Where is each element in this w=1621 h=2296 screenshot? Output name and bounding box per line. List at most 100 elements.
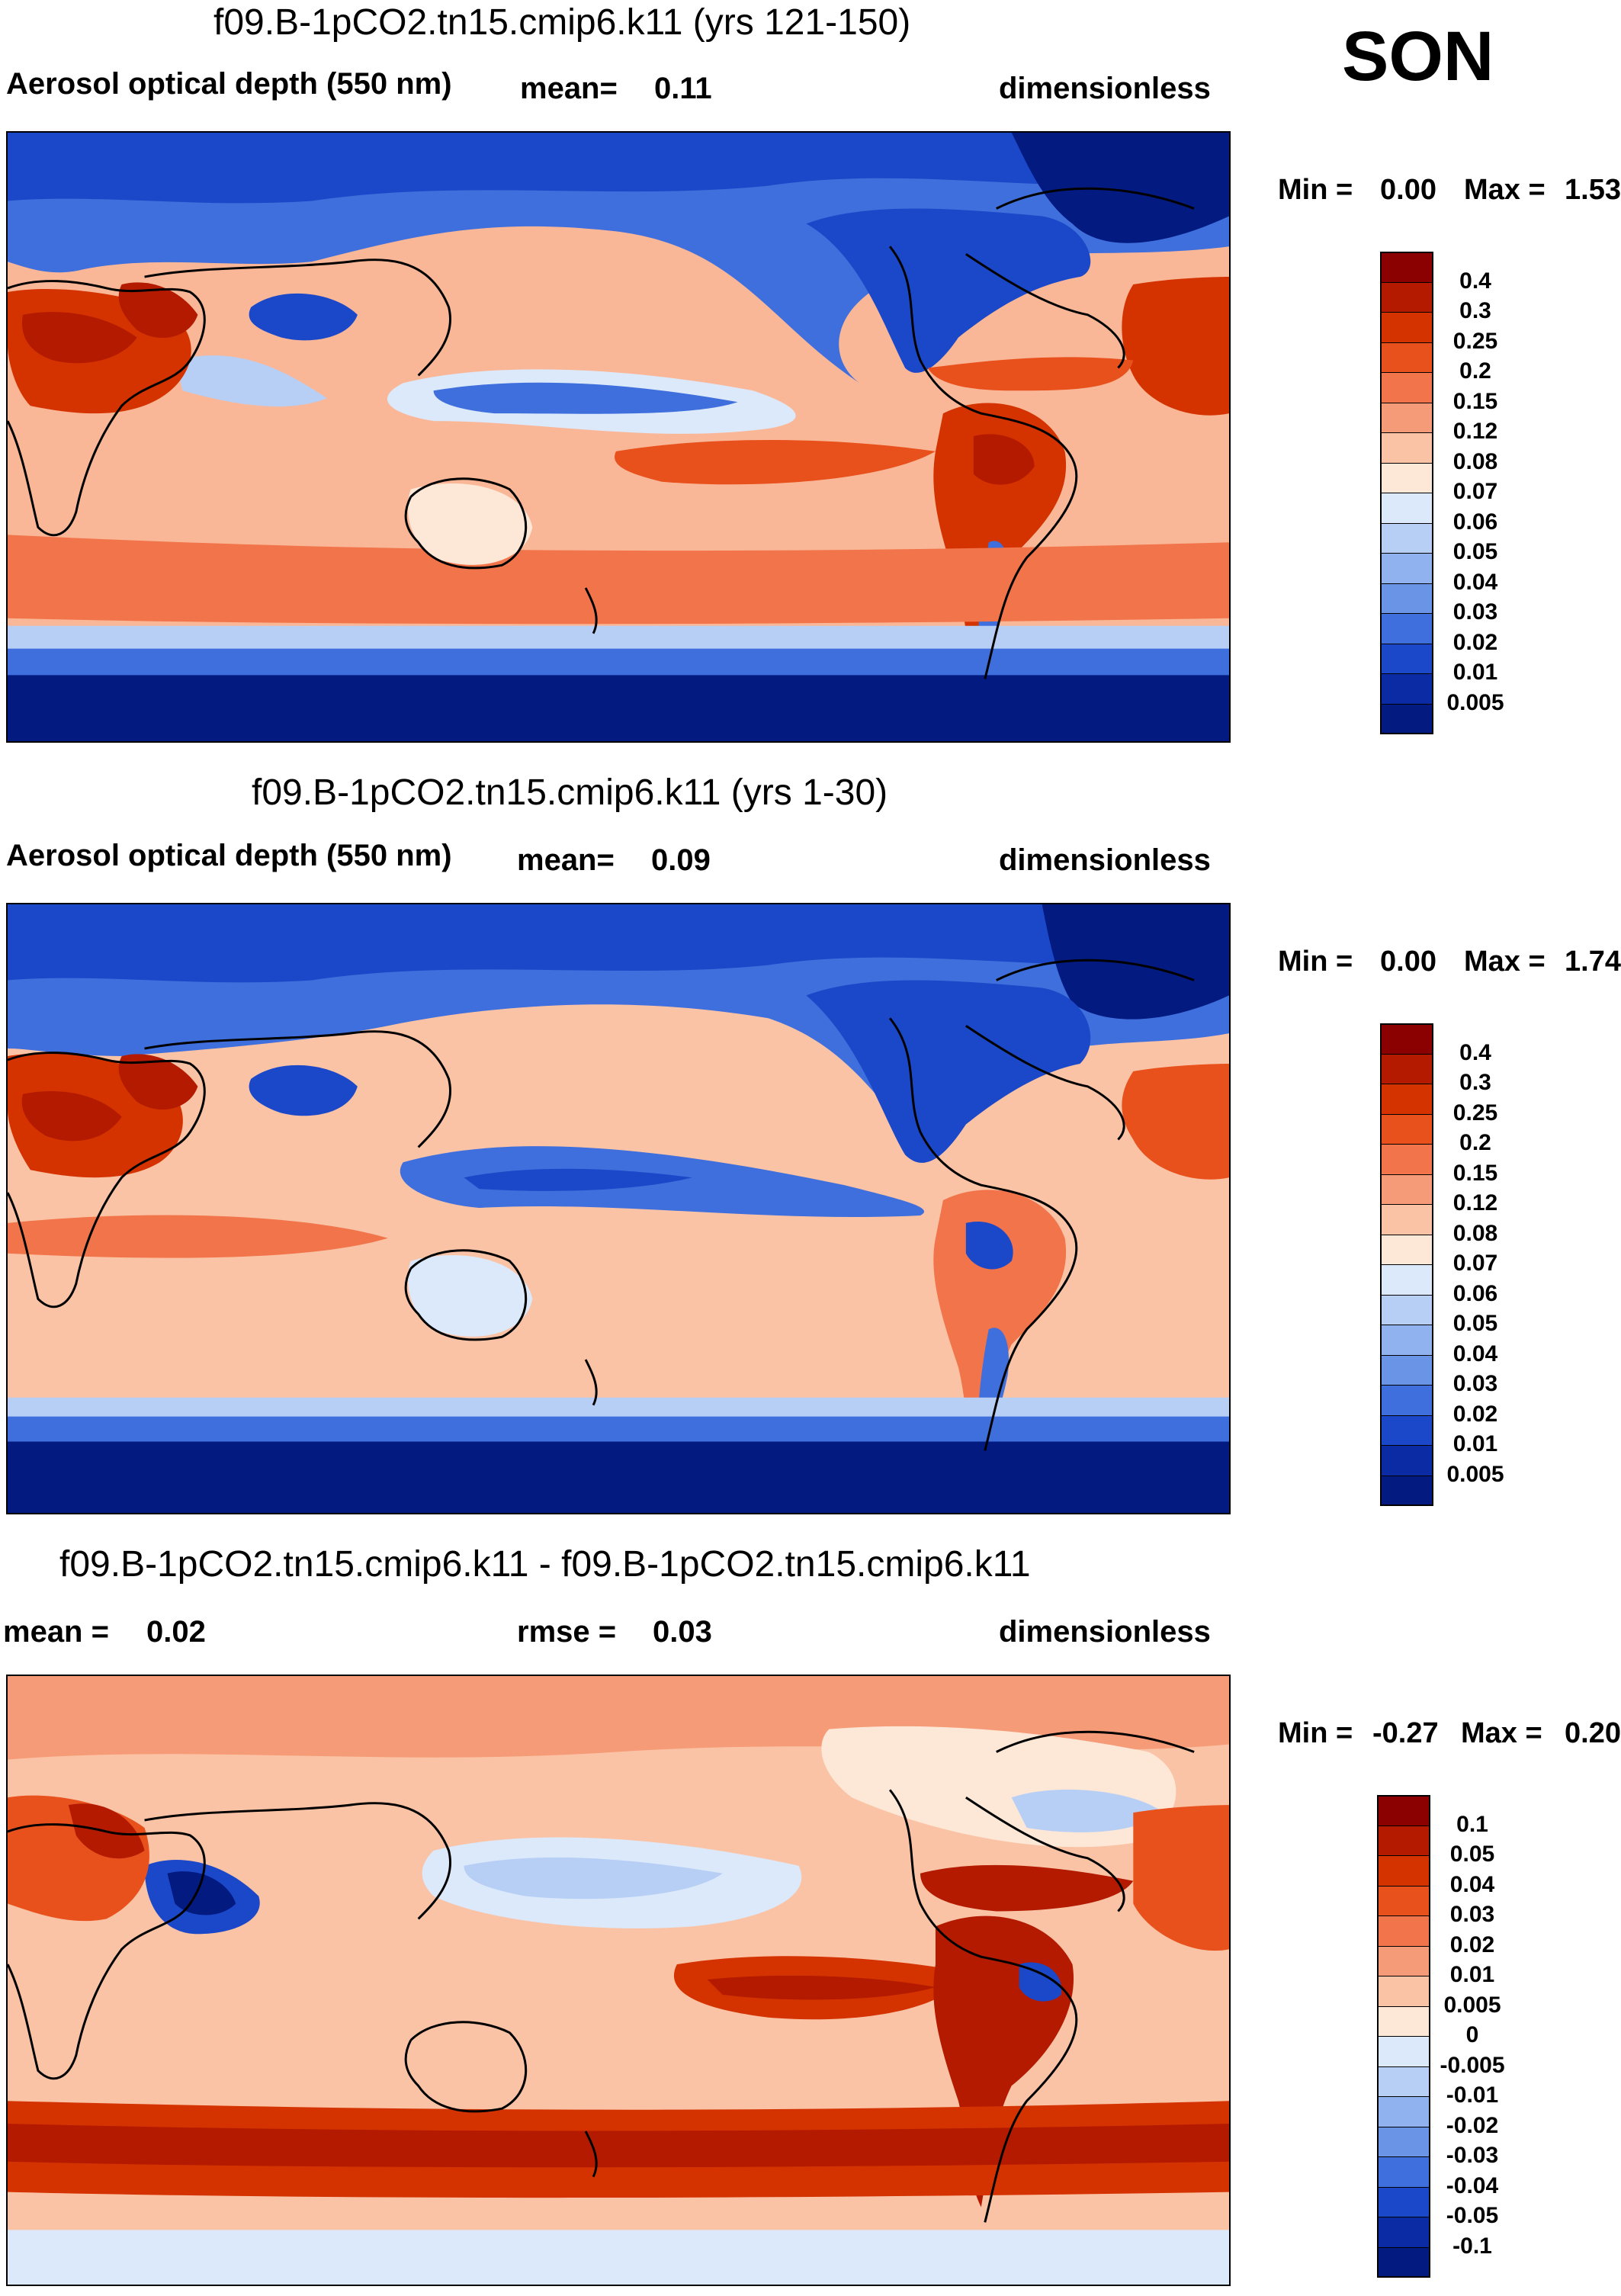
colorbar-tick-label: 0 — [1465, 2022, 1479, 2047]
colorbar-tick-label: 0.02 — [1449, 1932, 1495, 1957]
panel2-map — [6, 903, 1231, 1514]
colorbar-swatch — [1380, 1084, 1433, 1115]
panel2-map-svg — [8, 904, 1229, 1513]
colorbar-swatch — [1377, 2246, 1430, 2278]
colorbar-tick-label: 0.25 — [1452, 1100, 1498, 1126]
colorbar-swatch — [1380, 402, 1433, 433]
panel3-units: dimensionless — [999, 1615, 1211, 1649]
panel1-min-value: 0.00 — [1380, 174, 1436, 206]
panel3-map — [6, 1675, 1231, 2286]
panel3-max-label: Max = — [1461, 1717, 1542, 1749]
colorbar-tick-label: 0.07 — [1452, 479, 1498, 504]
colorbar-tick-label: 0.08 — [1452, 1220, 1498, 1246]
colorbar-swatch — [1380, 673, 1433, 705]
colorbar-swatch — [1377, 1795, 1430, 1826]
colorbar-swatch — [1380, 1234, 1433, 1265]
colorbar-tick-label: 0.02 — [1452, 629, 1498, 655]
colorbar-tick-label: 0.2 — [1459, 358, 1491, 384]
colorbar-tick-label: 0.05 — [1452, 1311, 1498, 1336]
colorbar-swatch — [1377, 2005, 1430, 2037]
colorbar-swatch — [1377, 1945, 1430, 1976]
panel2-units: dimensionless — [999, 843, 1211, 877]
colorbar-tick-label: 0.03 — [1449, 1902, 1495, 1927]
colorbar-tick-label: 0.12 — [1452, 419, 1498, 444]
panel1-mean-label: mean= — [520, 72, 618, 105]
colorbar-tick-label: 0.15 — [1452, 388, 1498, 414]
colorbar-swatch — [1380, 252, 1433, 283]
colorbar-tick-label: -0.05 — [1446, 2203, 1499, 2228]
colorbar-tick-label: -0.04 — [1446, 2172, 1499, 2198]
colorbar-swatch — [1377, 2217, 1430, 2248]
colorbar-swatch — [1380, 281, 1433, 313]
colorbar-tick-label: 0.06 — [1452, 1280, 1498, 1306]
colorbar-tick-label: 0.005 — [1446, 689, 1504, 715]
panel1-map-svg — [8, 133, 1229, 741]
colorbar-swatch — [1380, 1475, 1433, 1506]
colorbar-tick-label: 0.05 — [1452, 539, 1498, 564]
colorbar-swatch — [1380, 1354, 1433, 1386]
colorbar-swatch — [1380, 1385, 1433, 1416]
panel1-variable-label: Aerosol optical depth (550 nm) — [6, 67, 452, 101]
colorbar-swatch — [1380, 613, 1433, 644]
colorbar-tick-label: 0.07 — [1452, 1251, 1498, 1276]
colorbar-tick-label: 0.03 — [1452, 599, 1498, 625]
colorbar-swatch — [1377, 1885, 1430, 1916]
colorbar-swatch — [1380, 522, 1433, 554]
colorbar-swatch — [1380, 1264, 1433, 1296]
colorbar-tick-label: -0.02 — [1446, 2112, 1499, 2138]
colorbar-tick-label: -0.03 — [1446, 2143, 1499, 2168]
colorbar-tick-label: 0.08 — [1452, 448, 1498, 474]
panel1-max-value: 1.53 — [1565, 174, 1621, 206]
colorbar-swatch — [1377, 2126, 1430, 2157]
colorbar-tick-label: 0.005 — [1446, 1461, 1504, 1487]
panel2-max-value: 1.74 — [1565, 946, 1621, 978]
colorbar-swatch — [1380, 342, 1433, 373]
colorbar-swatch — [1380, 553, 1433, 584]
panel3-min-label: Min = — [1278, 1717, 1353, 1749]
colorbar-swatch — [1377, 1976, 1430, 2007]
colorbar-tick-label: 0.04 — [1449, 1871, 1495, 1897]
colorbar-swatch — [1380, 312, 1433, 343]
panel3-title: f09.B-1pCO2.tn15.cmip6.k11 - f09.B-1pCO2… — [59, 1544, 1031, 1585]
colorbar-swatch — [1380, 1204, 1433, 1235]
colorbar-swatch — [1377, 2186, 1430, 2217]
colorbar-swatch — [1377, 2156, 1430, 2188]
colorbar-swatch — [1377, 2096, 1430, 2127]
colorbar-swatch — [1377, 1825, 1430, 1856]
panel1-map — [6, 131, 1231, 743]
colorbar-tick-label: 0.005 — [1443, 1992, 1501, 2018]
colorbar-swatch — [1380, 1294, 1433, 1325]
colorbar-tick-label: 0.03 — [1452, 1371, 1498, 1396]
colorbar-swatch — [1380, 432, 1433, 464]
colorbar-swatch — [1380, 493, 1433, 524]
colorbar-swatch — [1377, 2036, 1430, 2067]
colorbar-tick-label: -0.005 — [1440, 2052, 1505, 2078]
panel2-min-value: 0.00 — [1380, 946, 1436, 978]
colorbar-swatch — [1377, 2066, 1430, 2097]
colorbar-tick-label: 0.01 — [1449, 1962, 1495, 1987]
panel1-mean-value: 0.11 — [654, 72, 712, 105]
colorbar-tick-label: 0.04 — [1452, 569, 1498, 595]
panel1-max-label: Max = — [1464, 174, 1546, 206]
panel3-min-value: -0.27 — [1372, 1717, 1439, 1749]
colorbar-tick-label: 0.4 — [1459, 268, 1491, 294]
panel3-mean-value: 0.02 — [146, 1615, 206, 1649]
colorbar-tick-label: 0.06 — [1452, 509, 1498, 535]
colorbar-swatch — [1380, 1113, 1433, 1145]
season-label: SON — [1342, 18, 1494, 95]
panel2-variable-label: Aerosol optical depth (550 nm) — [6, 839, 452, 872]
colorbar-swatch — [1380, 1053, 1433, 1084]
colorbar-tick-label: 0.12 — [1452, 1190, 1498, 1215]
colorbar-swatch — [1380, 643, 1433, 674]
colorbar-swatch — [1380, 583, 1433, 614]
panel1-units: dimensionless — [999, 72, 1211, 105]
colorbar-swatch — [1380, 372, 1433, 403]
panel2-mean-label: mean= — [517, 843, 615, 877]
colorbar-swatch — [1377, 1915, 1430, 1947]
colorbar-swatch — [1380, 462, 1433, 493]
colorbar-tick-label: 0.1 — [1456, 1811, 1488, 1837]
panel3-mean-label: mean = — [3, 1615, 109, 1649]
colorbar-swatch — [1380, 1415, 1433, 1446]
panel3-rmse-value: 0.03 — [653, 1615, 712, 1649]
colorbar-tick-label: 0.2 — [1459, 1130, 1491, 1155]
